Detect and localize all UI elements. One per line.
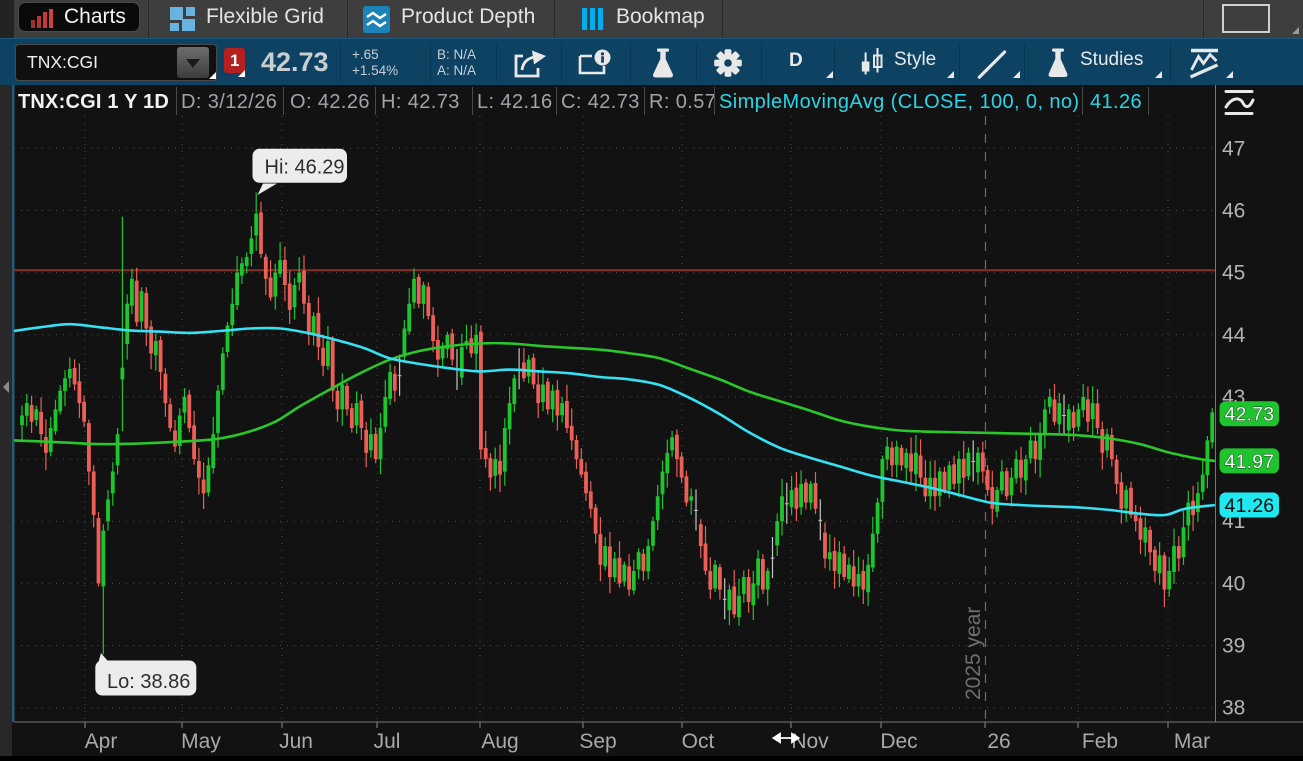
svg-text:Lo: 38.86: Lo: 38.86 [107, 671, 190, 693]
svg-text:42.73: 42.73 [1225, 404, 1275, 426]
svg-text:Apr: Apr [85, 730, 118, 753]
svg-text:41.97: 41.97 [1225, 451, 1275, 473]
svg-text:46: 46 [1222, 200, 1245, 223]
svg-text:Jun: Jun [279, 730, 313, 753]
svg-text:2025 year: 2025 year [962, 607, 985, 700]
svg-text:44: 44 [1222, 324, 1246, 347]
svg-text:Dec: Dec [880, 730, 917, 753]
svg-text:May: May [181, 730, 221, 753]
svg-text:R: 0.57: R: 0.57 [649, 91, 716, 113]
svg-text:O: 42.26: O: 42.26 [290, 91, 370, 113]
svg-text:47: 47 [1222, 137, 1245, 160]
svg-text:Mar: Mar [1174, 730, 1210, 753]
svg-text:41.26: 41.26 [1225, 495, 1275, 517]
svg-text:Feb: Feb [1082, 730, 1118, 753]
svg-text:D: 3/12/26: D: 3/12/26 [181, 91, 277, 113]
svg-text:C: 42.73: C: 42.73 [561, 91, 640, 113]
svg-text:26: 26 [987, 730, 1010, 753]
svg-text:38: 38 [1222, 697, 1245, 720]
svg-text:Nov: Nov [791, 730, 829, 753]
svg-text:Aug: Aug [481, 730, 518, 753]
svg-text:45: 45 [1222, 262, 1245, 285]
svg-text:Jul: Jul [374, 730, 401, 753]
svg-text:SimpleMovingAvg (CLOSE, 100, 0: SimpleMovingAvg (CLOSE, 100, 0, no) [719, 91, 1079, 113]
svg-text:TNX:CGI 1 Y 1D: TNX:CGI 1 Y 1D [18, 91, 169, 113]
svg-text:Oct: Oct [682, 730, 715, 753]
svg-text:Sep: Sep [579, 730, 616, 753]
svg-text:H: 42.73: H: 42.73 [381, 91, 460, 113]
svg-text:L: 42.16: L: 42.16 [477, 91, 553, 113]
svg-text:40: 40 [1222, 572, 1245, 595]
svg-text:41.26: 41.26 [1090, 91, 1142, 113]
svg-text:Hi: 46.29: Hi: 46.29 [265, 157, 345, 179]
svg-text:39: 39 [1222, 635, 1245, 658]
